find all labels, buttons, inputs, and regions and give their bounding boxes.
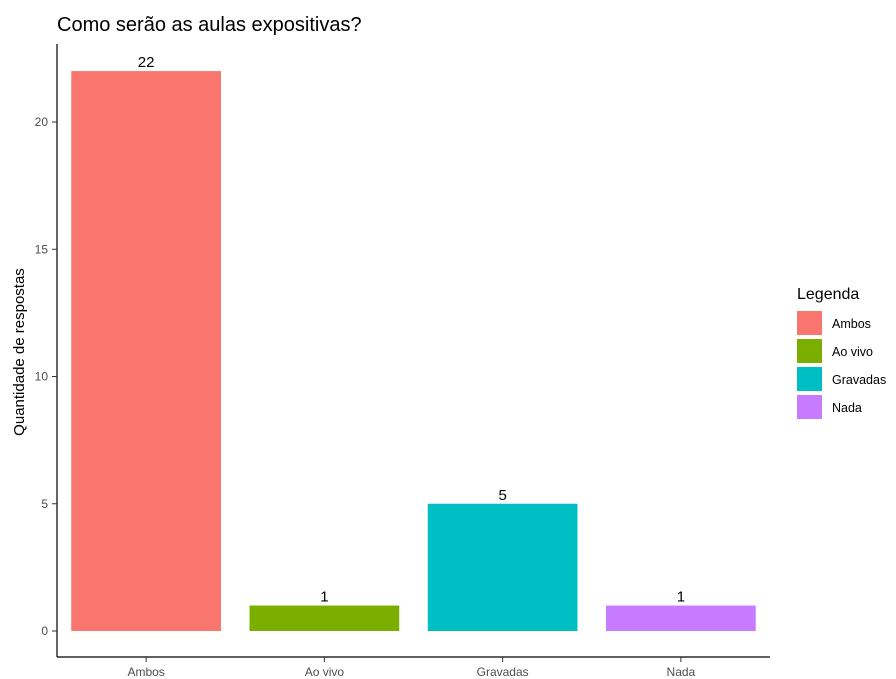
x-tick-label: Ao vivo <box>305 665 345 679</box>
legend-swatch <box>797 395 822 419</box>
y-tick-label: 5 <box>41 497 48 511</box>
y-tick-label: 10 <box>35 370 49 384</box>
plot-area: 22 1 5 1 <box>71 54 756 632</box>
bar-ao-vivo <box>249 605 400 631</box>
x-axis-ticks: Ambos Ao vivo Gravadas Nada <box>127 657 696 679</box>
legend-swatch <box>797 367 822 391</box>
data-label: 1 <box>320 589 328 606</box>
y-axis-label: Quantidade de respostas <box>11 268 28 436</box>
x-tick-label: Gravadas <box>477 665 529 679</box>
legend: Legenda Ambos Ao vivo Gravadas Nada <box>797 286 886 419</box>
y-tick-label: 15 <box>35 242 49 256</box>
chart-title: Como serão as aulas expositivas? <box>57 14 362 36</box>
x-tick-label: Nada <box>667 665 696 679</box>
y-tick-label: 0 <box>41 624 48 638</box>
legend-label: Nada <box>832 401 862 415</box>
legend-label: Ambos <box>832 317 871 331</box>
legend-swatch <box>797 311 822 335</box>
data-label: 22 <box>138 54 155 71</box>
data-label: 1 <box>677 589 685 606</box>
legend-title: Legenda <box>797 286 859 303</box>
y-tick-label: 20 <box>35 115 49 129</box>
bar-nada <box>606 605 756 631</box>
legend-swatch <box>797 339 822 363</box>
bar-ambos <box>71 71 221 632</box>
legend-label: Gravadas <box>832 373 886 387</box>
bar-gravadas <box>427 503 578 631</box>
x-tick-label: Ambos <box>127 665 164 679</box>
data-label: 5 <box>498 487 506 504</box>
legend-label: Ao vivo <box>832 345 873 359</box>
y-axis-ticks: 0 5 10 15 20 <box>35 115 57 638</box>
